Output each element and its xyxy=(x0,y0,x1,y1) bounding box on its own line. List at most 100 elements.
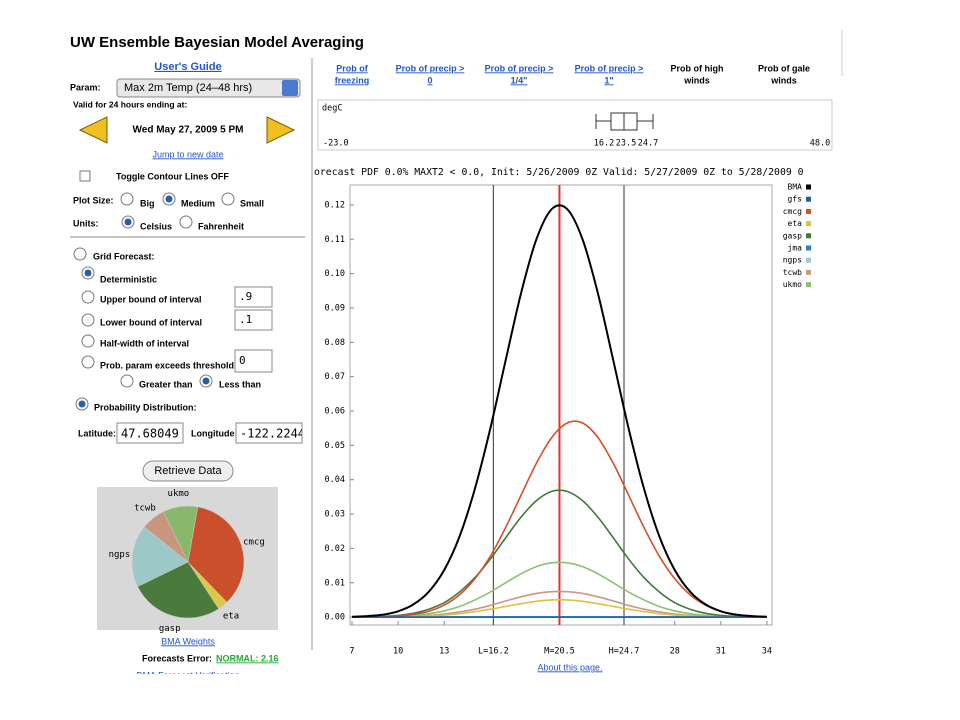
tab-link[interactable]: 0 xyxy=(427,75,432,85)
legend-swatch xyxy=(806,257,811,263)
pie-slice xyxy=(131,526,189,587)
radio[interactable] xyxy=(81,334,95,348)
tab-label[interactable]: Prob of high xyxy=(671,63,724,73)
legend-swatch xyxy=(806,245,811,251)
legend-swatch xyxy=(806,269,811,275)
select-stepper[interactable] xyxy=(282,80,298,96)
y-tick-label: 0.07 xyxy=(325,372,345,382)
x-tick-label: L=16.2 xyxy=(478,647,509,657)
radio-label: Fahrenheit xyxy=(198,221,244,231)
checkbox[interactable] xyxy=(79,170,91,182)
error-label: Forecasts Error: xyxy=(142,653,212,663)
tab-label[interactable]: winds xyxy=(770,75,797,85)
param-value: Max 2m Temp (24–48 hrs) xyxy=(124,82,252,94)
legend-swatch xyxy=(806,282,811,288)
radio[interactable] xyxy=(81,313,95,327)
tab-link[interactable]: freezing xyxy=(335,75,370,85)
param-select[interactable] xyxy=(116,78,301,98)
input-value: 47.68049 xyxy=(121,427,179,441)
pie-label: ukmo xyxy=(168,489,190,499)
radio-dot xyxy=(165,195,173,203)
tab-link[interactable]: 1" xyxy=(604,75,613,85)
legend-swatch xyxy=(806,196,811,202)
radio[interactable] xyxy=(120,374,134,388)
pie-slice xyxy=(163,505,199,563)
tab-link[interactable]: Prob of precip > xyxy=(485,63,554,73)
radio-dot xyxy=(84,269,92,277)
radio-label: Celsius xyxy=(140,221,172,231)
series-line xyxy=(351,489,767,618)
radio[interactable] xyxy=(221,192,235,206)
tab-link[interactable]: Prob of xyxy=(336,63,368,73)
series-line xyxy=(351,598,767,618)
y-tick-label: 0.02 xyxy=(325,544,345,554)
radio-dot xyxy=(202,377,210,385)
jump-link[interactable]: Jump to new date xyxy=(152,149,223,159)
text-input[interactable] xyxy=(234,286,273,308)
pie-slice xyxy=(187,506,245,603)
x-tick-label: 13 xyxy=(439,647,449,657)
legend-swatch xyxy=(806,208,811,214)
guide-link[interactable]: User's Guide xyxy=(154,61,221,73)
tab-label[interactable]: winds xyxy=(683,75,710,85)
pdf-chart: 0.00 0.01 0.02 0.03 0.04 0.05 0.06 0.07 0.08 0.09… xyxy=(325,183,811,657)
tab-label[interactable]: Prob of gale xyxy=(758,63,810,73)
tab-link[interactable]: Prob of precip > xyxy=(575,63,644,73)
y-tick-label: 0.03 xyxy=(325,510,345,520)
radio-label: Less than xyxy=(219,379,261,389)
radio-label: Medium xyxy=(181,198,215,208)
radio[interactable] xyxy=(73,247,87,261)
text-input[interactable] xyxy=(234,349,273,373)
boxplot-label: 48.0 xyxy=(810,139,830,149)
pie-label: ngps xyxy=(109,550,131,560)
prev-arrow[interactable] xyxy=(78,116,108,144)
weights-link[interactable]: BMA Weights xyxy=(161,636,215,646)
lon-label: Longitude: xyxy=(191,428,238,438)
radio-label: Upper bound of interval xyxy=(100,294,202,304)
retrieve-button[interactable] xyxy=(142,460,234,482)
input-value: .9 xyxy=(239,290,252,303)
y-tick-label: 0.06 xyxy=(325,407,345,417)
boxplot-label: -23.0 xyxy=(323,139,349,149)
text-input[interactable] xyxy=(234,309,273,331)
radio[interactable] xyxy=(81,290,95,304)
boxplot-label: 23.5 xyxy=(616,139,636,149)
y-tick-label: 0.11 xyxy=(325,235,345,245)
legend-swatch xyxy=(806,233,811,239)
radio-dot xyxy=(124,218,132,226)
legend-label: eta xyxy=(788,219,803,228)
radio[interactable] xyxy=(120,192,134,206)
verification-link[interactable]: BMA Forecast Verification xyxy=(136,670,239,680)
input-value: -122.2244 xyxy=(240,427,305,441)
radio-dot xyxy=(78,400,86,408)
radio-label: Probability Distribution: xyxy=(94,402,197,412)
tab-link[interactable]: 1/4" xyxy=(511,75,528,85)
input-value: .1 xyxy=(239,313,252,326)
pie-slice xyxy=(137,561,220,619)
legend-label: gfs xyxy=(788,195,803,204)
chart-title: orecast PDF 0.0% MAXT2 < 0.0, Init: 5/26… xyxy=(314,167,804,178)
x-tick-label: H=24.7 xyxy=(609,647,640,657)
tab-link[interactable]: Prob of precip > xyxy=(396,63,465,73)
legend-label: BMA xyxy=(788,183,803,192)
boxplot xyxy=(595,112,654,131)
radio-label: Greater than xyxy=(139,379,193,389)
plotsize-label: Plot Size: xyxy=(73,195,114,205)
text-input[interactable] xyxy=(116,422,184,444)
boxplot-panel xyxy=(317,99,833,151)
series-line xyxy=(351,561,767,618)
page-title: UW Ensemble Bayesian Model Averaging xyxy=(70,34,364,51)
pie-label: tcwb xyxy=(134,504,156,514)
x-tick-label: 10 xyxy=(393,647,403,657)
radio[interactable] xyxy=(179,215,193,229)
y-tick-label: 0.09 xyxy=(325,303,345,313)
radio[interactable] xyxy=(81,355,95,369)
text-input[interactable] xyxy=(235,422,303,444)
next-arrow[interactable] xyxy=(266,116,296,144)
about-link[interactable]: About this page. xyxy=(537,662,602,672)
x-tick-label: 31 xyxy=(716,647,726,657)
weights-pie: cmcg eta gasp ngps tcwb ukmo xyxy=(109,489,265,634)
series-line xyxy=(351,420,767,618)
error-link[interactable]: NORMAL: 2.16 xyxy=(216,653,279,663)
